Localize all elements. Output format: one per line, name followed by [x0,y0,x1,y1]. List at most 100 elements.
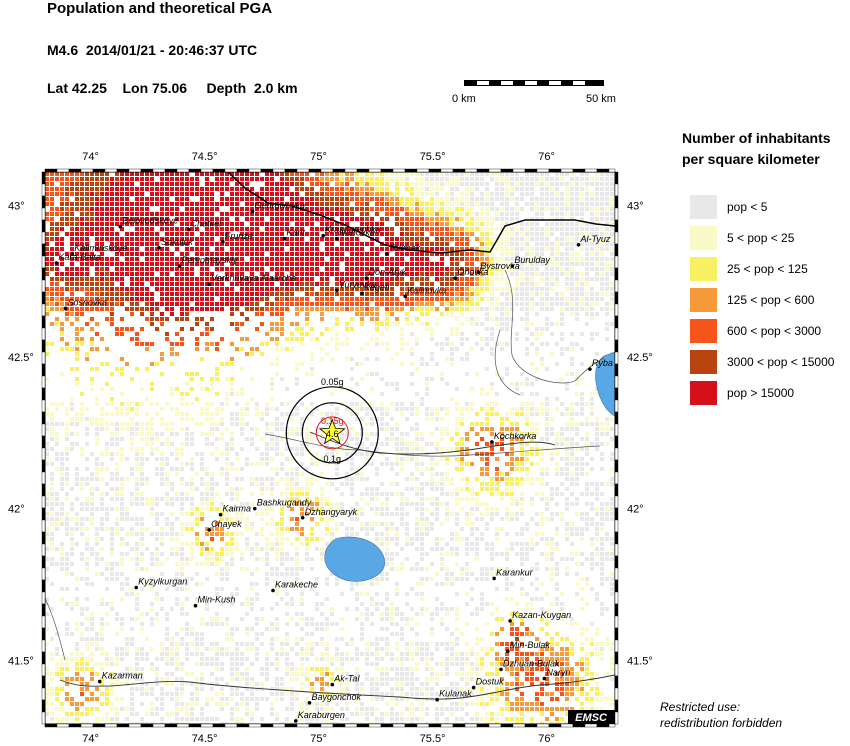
country-border [227,172,615,254]
legend-label: 125 < pop < 600 [727,293,815,307]
city-dot [97,679,102,684]
city-label: Chayek [211,519,242,529]
city-label: Naryn [546,668,570,678]
city-dot [193,603,198,608]
pga-ring-label: 0.1g [324,454,342,464]
magnitude-label: 4.6 [326,429,339,439]
city-label: Kochkorka [494,431,537,441]
city-dot [335,236,339,241]
city-label: Karakeche [275,580,318,590]
legend-swatch [690,319,717,343]
city-label: Kulanak [439,689,472,699]
city-dot [218,512,223,517]
city-label: Kazan-Kuygan [512,610,571,620]
legend-swatch [690,226,717,250]
city-label: Krasnorechka [325,225,381,235]
city-label: Ivanovka [339,228,375,238]
map-frame-ticks [41,168,619,728]
city-dot [207,282,211,287]
city-label: Dostuk [476,677,505,687]
emsc-watermark: EMSC [575,712,608,724]
city-label: Verkhnyaya Alaarcha [211,273,296,283]
city-dot [54,261,59,265]
city-label: Frunze [225,231,253,241]
legend-label: pop > 15000 [727,386,795,400]
city-label: Kazarman [102,671,143,681]
scale-bar-graphic [464,80,604,86]
restricted-use-notice: Restricted use: redistribution forbidden [660,699,782,731]
lon-tick-label: 74.5° [192,151,218,163]
legend-title-line2: per square kilometer [682,151,820,167]
city-label: Sosnovka [68,297,108,307]
city-dot [476,270,481,274]
lat-tick-label: 41.5° [8,655,34,667]
city-dot [118,224,123,229]
city-label: Tokmak [389,243,421,253]
pga-ring [315,416,349,450]
city-label: Kaliminskoye [74,243,127,253]
city-markers: Georgiyevka Chatkel Belovodskoye Frunze Kant… [54,200,613,723]
lat-tick-label: 42.5° [8,352,34,364]
city-dot [510,264,515,268]
event-info: M4.6 2014/01/21 - 20:46:37 UTC [47,42,258,58]
city-label: Chatkel [191,219,223,229]
city-label: Dzhuan-Bulak [503,658,560,668]
lat-tick-label: 43° [8,200,25,212]
city-label: Ak-Tal [333,674,360,684]
scale-bar [464,80,604,88]
emsc-logo-box [568,710,615,724]
scale-end-label: 50 km [586,93,616,105]
legend-title: Number of inhabitants per square kilomet… [682,128,831,170]
lon-tick-label: 74° [82,151,99,163]
city-label: Kyzylkurgan [138,577,187,587]
city-label: Bystrovka [480,261,520,271]
city-dot [506,649,510,654]
city-dot [490,440,494,444]
city-label: Kant [286,228,305,238]
legend-label: 600 < pop < 3000 [727,324,822,338]
city-dot [63,306,68,311]
city-dot [385,252,389,256]
lon-tick-label: 75.5° [420,151,446,163]
city-dot [321,233,325,238]
lat-tick-label: 42° [8,504,25,516]
city-dot [330,682,335,687]
city-label: Karaburgen [298,710,345,720]
city-dot [307,700,312,705]
epicenter-star-icon [318,418,346,445]
city-dot [360,291,364,296]
lon-tick-label: 74° [82,733,99,745]
city-dot [294,719,298,723]
city-label: Kara-Balta [58,252,101,262]
city-dot [134,585,138,590]
lat-tick-label: 42° [627,504,644,516]
city-dot [492,576,496,581]
coordinate-tick-labels: 74° 74° 74.5° 74.5° 75° 75° 75.5° 75.5° 76° 76° 43… [8,151,653,745]
city-dot [186,227,191,232]
city-dot [403,294,408,299]
notice-line2: redistribution forbidden [660,716,783,730]
legend-label: 3000 < pop < 15000 [727,355,835,369]
lon-tick-label: 76° [538,151,555,163]
city-dot [453,276,458,280]
city-label: Burulday [514,255,550,265]
location-info: Lat 42.25 Lon 75.06 Depth 2.0 km [47,80,298,96]
city-label: Orlovka [457,267,488,277]
scale-start-label: 0 km [452,93,476,105]
lake-shape [324,536,385,582]
notice-line1: Restricted use: [660,700,741,714]
pga-ring [301,402,363,464]
road-lines [59,431,615,700]
legend-swatch [690,288,717,312]
city-label: Baygonchok [311,692,361,702]
city-dot [250,209,255,214]
legend-swatch [690,257,717,281]
city-label: Karankur [496,567,534,577]
lat-tick-label: 41.5° [627,655,653,667]
city-dot [221,239,225,244]
river-lines [45,269,605,661]
city-label: Kalinovka [407,285,446,295]
city-dot [70,252,75,256]
map-title: Population and theoretical PGA [47,0,273,17]
city-label: Pervomayskiy [182,255,239,265]
